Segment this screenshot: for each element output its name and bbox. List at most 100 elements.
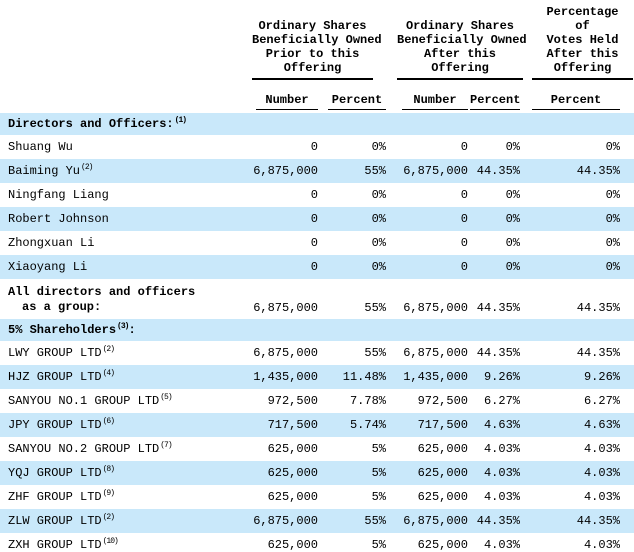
percent-prior-cell: 55%	[364, 164, 386, 178]
percent-prior-cell: 5%	[371, 490, 386, 504]
number-after-cell: 625,000	[417, 466, 468, 480]
group-header-line: of	[575, 19, 590, 33]
col-header-number-after: Number	[386, 80, 468, 113]
group-header-line: Votes Held	[546, 33, 619, 47]
owner-name: YQJ GROUP LTD(8)	[0, 461, 245, 485]
owner-name: Zhongxuan Li	[0, 231, 245, 255]
table-row: JPY GROUP LTD(6) 717,500 5.74% 717,500 4.63%…	[0, 413, 634, 437]
group-header-line: Percentage	[546, 5, 619, 19]
group-prior-offering-header: Ordinary Shares Beneficially Owned Prior…	[245, 0, 386, 80]
number-prior-cell: 0	[310, 140, 318, 154]
percent-prior-cell: 55%	[364, 346, 386, 360]
number-prior-cell: 0	[310, 188, 318, 202]
number-prior-cell: 625,000	[267, 538, 318, 552]
owner-name: JPY GROUP LTD(6)	[0, 413, 245, 437]
percent-after-cell: 6.27%	[483, 394, 520, 408]
owner-name-text: YQJ GROUP LTD	[8, 466, 102, 480]
number-after-cell: 625,000	[417, 442, 468, 456]
number-prior-cell: 0	[310, 236, 318, 250]
owner-name-text: Robert Johnson	[8, 212, 109, 226]
total-label-line1: All directors and officers	[8, 285, 196, 299]
percent-votes-cell: 4.03%	[583, 442, 620, 456]
section-label-suffix: :	[128, 323, 136, 337]
footnote-ref: (10)	[102, 537, 119, 546]
owner-name-text: ZLW GROUP LTD	[8, 514, 102, 528]
group-header-line: Ordinary Shares	[405, 19, 515, 33]
col-header-percent-after: Percent	[468, 80, 520, 113]
percent-votes-cell: 44.35%	[576, 514, 620, 528]
number-prior-cell: 625,000	[267, 442, 318, 456]
number-prior-cell: 0	[310, 212, 318, 226]
group-header-line: After this	[546, 47, 619, 61]
owner-name: HJZ GROUP LTD(4)	[0, 365, 245, 389]
percent-prior-cell: 0%	[371, 140, 386, 154]
percent-votes-cell: 0%	[605, 140, 620, 154]
percent-after-cell: 44.35%	[476, 514, 520, 528]
section-label-text: Directors and Officers:	[8, 117, 174, 131]
percent-after-cell: 9.26%	[483, 370, 520, 384]
number-after-cell: 0	[460, 236, 468, 250]
number-after-cell: 6,875,000	[403, 301, 468, 315]
owner-name: LWY GROUP LTD(2)	[0, 341, 245, 365]
column-group-header-row: Ordinary Shares Beneficially Owned Prior…	[0, 0, 634, 80]
percent-after-cell: 4.63%	[483, 418, 520, 432]
table-row: Robert Johnson 0 0% 0 0% 0%	[0, 207, 634, 231]
owner-name-text: Zhongxuan Li	[8, 236, 95, 250]
owner-name-text: ZHF GROUP LTD	[8, 490, 102, 504]
percent-prior-cell: 5.74%	[349, 418, 386, 432]
footnote-ref: (4)	[102, 369, 115, 378]
owner-name: Robert Johnson	[0, 207, 245, 231]
group-header-line: Offering	[283, 61, 342, 75]
percent-prior-cell: 55%	[364, 514, 386, 528]
footnote-ref: (2)	[81, 163, 93, 172]
number-after-cell: 0	[460, 188, 468, 202]
table-row: Xiaoyang Li 0 0% 0 0% 0%	[0, 255, 634, 279]
table-row: ZHF GROUP LTD(9) 625,000 5% 625,000 4.03% 4.0…	[0, 485, 634, 509]
number-prior-cell: 717,500	[267, 418, 318, 432]
percent-after-cell: 44.35%	[476, 346, 520, 360]
section-label-text: 5% Shareholders	[8, 323, 117, 337]
number-prior-cell: 625,000	[267, 490, 318, 504]
col-header-percent-votes: Percent	[520, 80, 634, 113]
owner-name: Shuang Wu	[0, 135, 245, 159]
group-header-line: Offering	[553, 61, 612, 75]
number-prior-cell: 1,435,000	[253, 370, 318, 384]
number-after-cell: 6,875,000	[403, 346, 468, 360]
group-header-line: Offering	[431, 61, 489, 75]
percent-prior-cell: 55%	[364, 301, 386, 315]
table-row: ZLW GROUP LTD(2) 6,875,000 55% 6,875,000 44.…	[0, 509, 634, 533]
percent-votes-cell: 4.03%	[583, 490, 620, 504]
number-after-cell: 0	[460, 140, 468, 154]
number-after-cell: 972,500	[417, 394, 468, 408]
table-row: ZXH GROUP LTD(10) 625,000 5% 625,000 4.03% 4.…	[0, 533, 634, 552]
table-body: Directors and Officers:(1) Shuang Wu 0 0% 0 0…	[0, 113, 634, 552]
percent-after-cell: 4.03%	[483, 490, 520, 504]
table-row: Ningfang Liang 0 0% 0 0% 0%	[0, 183, 634, 207]
percent-prior-cell: 7.78%	[349, 394, 386, 408]
table-header: Ordinary Shares Beneficially Owned Prior…	[0, 0, 634, 113]
owner-name: ZXH GROUP LTD(10)	[0, 533, 245, 552]
owner-name-text: Ningfang Liang	[8, 188, 109, 202]
number-after-cell: 0	[460, 260, 468, 274]
percent-votes-cell: 44.35%	[576, 346, 620, 360]
number-prior-cell: 6,875,000	[253, 301, 318, 315]
percent-votes-cell: 0%	[605, 212, 620, 226]
number-prior-cell: 6,875,000	[253, 346, 318, 360]
number-prior-cell: 625,000	[267, 466, 318, 480]
table-row: Zhongxuan Li 0 0% 0 0% 0%	[0, 231, 634, 255]
percent-prior-cell: 0%	[371, 236, 386, 250]
table-row: HJZ GROUP LTD(4) 1,435,000 11.48% 1,435,000…	[0, 365, 634, 389]
percent-after-cell: 0%	[505, 260, 520, 274]
percent-votes-cell: 4.63%	[583, 418, 620, 432]
number-prior-cell: 0	[310, 260, 318, 274]
percent-prior-cell: 5%	[371, 442, 386, 456]
owner-name: SANYOU NO.1 GROUP LTD(5)	[0, 389, 245, 413]
group-after-offering-header: Ordinary Shares Beneficially Owned After…	[386, 0, 527, 80]
owner-name: SANYOU NO.2 GROUP LTD(7)	[0, 437, 245, 461]
owner-name-text: ZXH GROUP LTD	[8, 538, 102, 552]
percent-after-cell: 44.35%	[476, 164, 520, 178]
section-header-row: 5% Shareholders(3):	[0, 319, 634, 341]
header-spacer	[0, 80, 245, 113]
section-label: 5% Shareholders(3):	[0, 319, 634, 341]
